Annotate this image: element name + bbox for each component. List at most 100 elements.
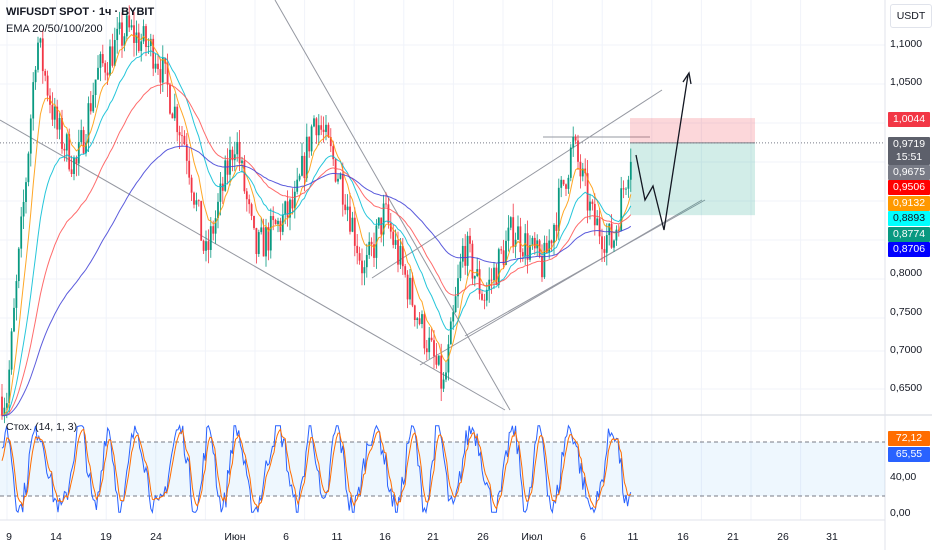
- candle-body: [332, 146, 335, 160]
- candle-body: [238, 142, 241, 164]
- candle-body: [557, 187, 560, 231]
- candle-body: [553, 224, 555, 244]
- candle-body: [392, 231, 395, 245]
- ema-200-line: [1, 145, 632, 417]
- candle-body: [207, 241, 210, 250]
- ema-indicator-label[interactable]: EMA 20/50/100/200: [6, 23, 103, 35]
- candle-body: [298, 175, 301, 180]
- long-position-tool[interactable]: [630, 118, 755, 216]
- price-axis-label: 1,0500: [890, 76, 923, 89]
- candle-body: [485, 289, 488, 301]
- currency-button[interactable]: USDT: [890, 4, 932, 28]
- price-tag: 0,8893: [888, 211, 930, 226]
- price-axis-label: 0,7500: [890, 305, 923, 318]
- price-axis-label: 0,8000: [890, 267, 923, 280]
- candle-body: [154, 63, 157, 69]
- trendline: [419, 199, 703, 366]
- candle-body: [209, 226, 212, 250]
- trendline: [371, 89, 663, 279]
- candle-body: [293, 191, 296, 209]
- price-tag: 0,8774: [888, 227, 930, 242]
- chart-title[interactable]: WIFUSDT SPOT · 1ч · BYBIT: [6, 6, 155, 18]
- time-axis-label: 9: [6, 531, 12, 543]
- candle-body: [291, 199, 294, 209]
- candle-body: [1, 396, 3, 416]
- price-tag: 0,9132: [888, 196, 930, 211]
- candle-body: [183, 135, 186, 145]
- candle-body: [351, 217, 354, 232]
- candle-body: [243, 160, 246, 192]
- ema-20-line: [1, 33, 632, 417]
- price-tag: 0,9506: [888, 180, 930, 195]
- candle-body: [106, 72, 109, 76]
- candle-body: [327, 124, 330, 138]
- candle-body: [58, 117, 61, 130]
- stoch-k-line: [1, 424, 632, 515]
- candle-body: [517, 226, 519, 240]
- candle-body: [80, 130, 83, 143]
- candle-body: [329, 137, 332, 147]
- candle-body: [529, 245, 531, 260]
- price-axis-label: 0,7000: [890, 343, 923, 356]
- candle-body: [20, 216, 23, 249]
- price-axis-label: 0,6500: [890, 382, 923, 394]
- candle-body: [593, 203, 596, 226]
- candle-body: [370, 241, 373, 245]
- candle-body: [113, 40, 116, 66]
- candle-body: [37, 42, 39, 70]
- candle-body: [572, 136, 575, 148]
- candle-body: [70, 169, 73, 174]
- candle-body: [257, 232, 260, 254]
- candle-body: [289, 199, 291, 218]
- candle-body: [389, 223, 392, 232]
- time-axis-label: 11: [627, 531, 639, 543]
- candle-body: [339, 174, 342, 179]
- candle-body: [51, 104, 54, 120]
- candle-body: [253, 215, 255, 229]
- candle-body: [428, 337, 431, 353]
- candle-body: [505, 240, 507, 265]
- time-axis-label: 26: [777, 531, 789, 543]
- trendline: [274, 0, 511, 411]
- stochastic-label[interactable]: Стох. (14, 1, 3): [6, 421, 78, 433]
- candle-body: [423, 314, 426, 349]
- candle-body: [39, 38, 42, 43]
- candle-body: [629, 161, 632, 180]
- candle-body: [565, 184, 567, 189]
- candle-body: [545, 242, 548, 253]
- candle-body: [44, 71, 47, 76]
- candle-body: [411, 277, 414, 306]
- candle-body: [497, 249, 500, 285]
- candle-body: [315, 118, 318, 136]
- candle-body: [365, 254, 368, 268]
- candle-body: [358, 253, 361, 261]
- time-axis-label: 26: [477, 531, 489, 543]
- candle-body: [377, 217, 380, 226]
- candle-body: [519, 226, 522, 253]
- trendlines[interactable]: [0, 0, 706, 411]
- candle-body: [375, 225, 378, 258]
- candle-body: [531, 237, 534, 246]
- candle-body: [99, 54, 102, 68]
- time-axis-label: 14: [50, 531, 62, 543]
- candle-body: [17, 248, 20, 282]
- candle-body: [219, 183, 222, 202]
- candle-body: [596, 218, 599, 226]
- candle-body: [137, 32, 140, 51]
- projection-path[interactable]: [635, 71, 692, 231]
- candle-body: [8, 369, 11, 404]
- candle-body: [301, 155, 303, 176]
- candle-body: [166, 63, 169, 85]
- candle-body: [341, 174, 344, 205]
- candle-body: [548, 240, 551, 253]
- candle-body: [53, 106, 56, 120]
- candle-body: [231, 149, 234, 161]
- candle-body: [363, 267, 366, 274]
- candle-body: [130, 25, 133, 28]
- candle-body: [85, 142, 87, 154]
- price-tag: 0,9719: [888, 137, 930, 152]
- candle-body: [32, 82, 35, 119]
- candle-body: [149, 38, 152, 47]
